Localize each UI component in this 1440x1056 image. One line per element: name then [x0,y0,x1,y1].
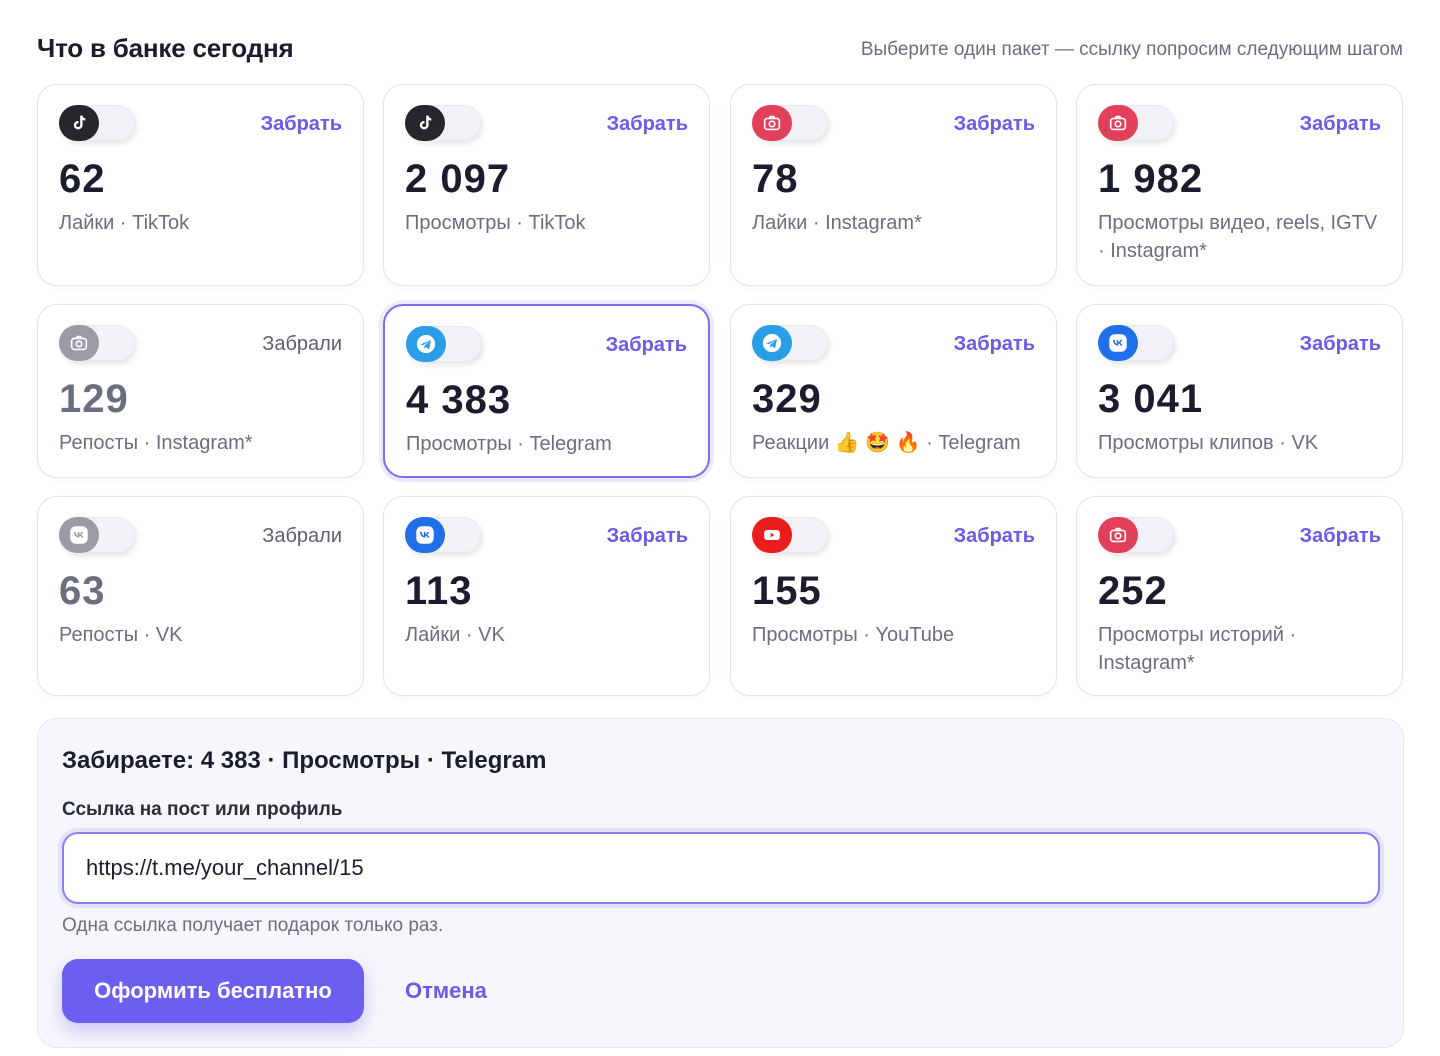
claim-button[interactable]: Забрать [605,334,687,356]
package-card[interactable]: Забрать 329 Реакции 👍 🤩 🔥 · Telegram [730,304,1057,478]
package-amount: 113 [405,569,473,613]
claimed-status: Забрали [262,333,342,355]
package-toggle[interactable] [405,105,481,141]
vk-icon [59,517,99,553]
claim-button[interactable]: Забрать [953,333,1035,355]
package-amount: 129 [59,377,129,421]
package-label: Просмотры историй · Instagram* [1098,624,1297,674]
claim-button[interactable]: Забрать [953,113,1035,135]
one-time-note: Одна ссылка получает подарок только раз. [62,915,444,936]
package-card[interactable]: Забрать 252 Просмотры историй · Instagram* [1076,496,1403,696]
package-amount: 1 982 [1098,157,1204,201]
package-toggle[interactable] [1098,105,1174,141]
package-label: Просмотры · TikTok [405,212,586,234]
link-input[interactable] [62,832,1380,904]
package-label: Репосты · VK [59,624,183,646]
package-amount: 62 [59,157,106,201]
order-summary-title: Забираете: 4 383 · Просмотры · Telegram [62,747,547,774]
package-label: Репосты · Instagram* [59,432,253,454]
package-label: Лайки · TikTok [59,212,190,234]
claim-button[interactable]: Забрать [1299,113,1381,135]
package-card[interactable]: Забрать 1 982 Просмотры видео, reels, IGTV… [1076,84,1403,286]
claimed-status: Забрали [262,525,342,547]
package-amount: 78 [752,157,799,201]
page-title: Что в банке сегодня [37,33,294,63]
package-toggle[interactable] [406,326,482,362]
package-toggle[interactable] [752,105,828,141]
package-label: Лайки · Instagram* [752,212,922,234]
package-card[interactable]: Забрать 155 Просмотры · YouTube [730,496,1057,696]
claim-button[interactable]: Забрать [260,113,342,135]
package-card[interactable]: Забрать 113 Лайки · VK [383,496,710,696]
tiktok-icon [59,105,99,141]
vk-icon [405,517,445,553]
package-amount: 63 [59,569,106,613]
package-card: Забрали 129 Репосты · Instagram* [37,304,364,478]
package-toggle[interactable] [1098,325,1174,361]
telegram-icon [406,326,446,362]
cancel-link[interactable]: Отмена [405,978,487,1003]
claim-button[interactable]: Забрать [953,525,1035,547]
telegram-icon [752,325,792,361]
package-card[interactable]: Забрать 2 097 Просмотры · TikTok [383,84,710,286]
package-amount: 155 [752,569,822,613]
package-toggle [59,517,135,553]
package-label: Просмотры клипов · VK [1098,432,1319,454]
package-amount: 2 097 [405,157,511,201]
claim-button[interactable]: Забрать [606,113,688,135]
package-label: Просмотры · YouTube [752,624,955,646]
youtube-icon [752,517,792,553]
package-label: Лайки · VK [405,624,505,646]
order-panel: Забираете: 4 383 · Просмотры · Telegram … [37,718,1404,1048]
package-label: Просмотры видео, reels, IGTV · Instagram… [1098,212,1378,262]
package-toggle[interactable] [1098,517,1174,553]
package-label: Реакции 👍 🤩 🔥 · Telegram [752,432,1021,454]
instagram-icon [1098,517,1138,553]
package-toggle[interactable] [752,517,828,553]
package-card[interactable]: Забрать 4 383 Просмотры · Telegram [383,304,710,478]
tiktok-icon [405,105,445,141]
package-card[interactable]: Забрать 78 Лайки · Instagram* [730,84,1057,286]
package-card: Забрали 63 Репосты · VK [37,496,364,696]
page-header: Что в банке сегодня Выберите один пакет … [37,30,1403,70]
instagram-icon [1098,105,1138,141]
package-label: Просмотры · Telegram [406,433,612,455]
submit-free-button[interactable]: Оформить бесплатно [62,959,364,1023]
package-toggle[interactable] [59,105,135,141]
instagram-icon [752,105,792,141]
claim-button[interactable]: Забрать [606,525,688,547]
package-amount: 329 [752,377,822,421]
package-toggle [59,325,135,361]
package-amount: 3 041 [1098,377,1204,421]
link-field-label: Ссылка на пост или профиль [62,799,343,820]
package-card[interactable]: Забрать 3 041 Просмотры клипов · VK [1076,304,1403,478]
package-card[interactable]: Забрать 62 Лайки · TikTok [37,84,364,286]
vk-icon [1098,325,1138,361]
package-toggle[interactable] [752,325,828,361]
package-amount: 252 [1098,569,1168,613]
package-toggle[interactable] [405,517,481,553]
instruction-hint: Выберите один пакет — ссылку попросим сл… [860,39,1403,60]
package-amount: 4 383 [406,378,512,422]
instagram-icon [59,325,99,361]
claim-button[interactable]: Забрать [1299,525,1381,547]
claim-button[interactable]: Забрать [1299,333,1381,355]
